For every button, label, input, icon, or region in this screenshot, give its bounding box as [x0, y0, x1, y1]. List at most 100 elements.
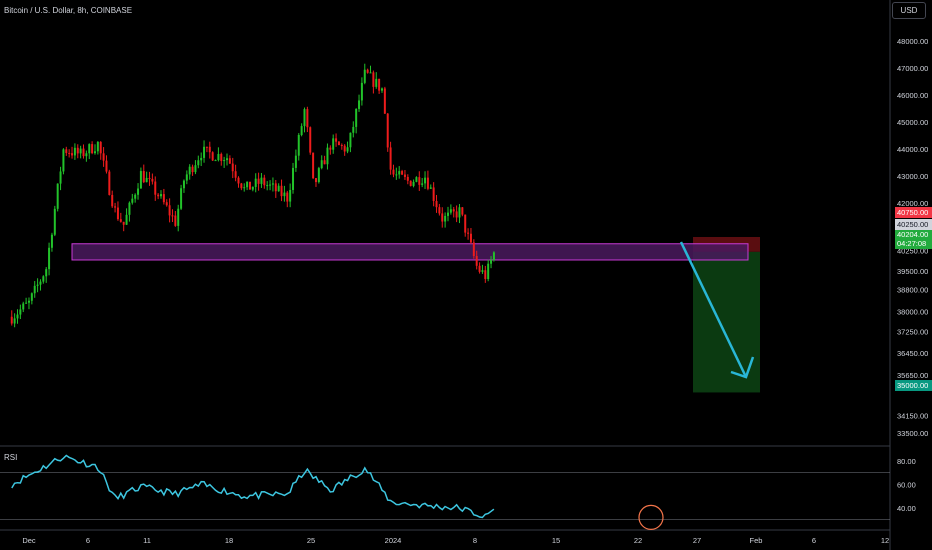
candle-body-411[interactable]: [409, 180, 412, 186]
candle-body-325[interactable]: [323, 160, 326, 165]
candle-body-170[interactable]: [168, 205, 171, 216]
candle-body-474[interactable]: [472, 242, 475, 257]
candle-body-187[interactable]: [185, 174, 188, 181]
candle-body-350[interactable]: [349, 132, 352, 148]
candle-body-250[interactable]: [248, 181, 251, 190]
candle-body-81[interactable]: [79, 148, 82, 154]
candle-body-488[interactable]: [487, 263, 490, 279]
candle-body-462[interactable]: [461, 207, 464, 215]
candle-body-138[interactable]: [137, 188, 140, 195]
candle-body-20[interactable]: [19, 309, 22, 315]
candle-body-89[interactable]: [88, 144, 91, 154]
candle-body-135[interactable]: [134, 194, 137, 199]
candle-body-307[interactable]: [306, 109, 309, 128]
candle-body-267[interactable]: [266, 185, 269, 187]
candle-body-118[interactable]: [116, 207, 119, 220]
candle-body-193[interactable]: [191, 166, 194, 173]
candle-body-302[interactable]: [300, 126, 303, 135]
candle-body-356[interactable]: [355, 108, 358, 127]
candle-body-23[interactable]: [22, 303, 25, 310]
candle-body-371[interactable]: [369, 72, 372, 74]
candle-body-396[interactable]: [395, 174, 398, 176]
candle-body-293[interactable]: [292, 167, 295, 190]
candle-body-204[interactable]: [203, 146, 206, 158]
candle-body-144[interactable]: [142, 171, 145, 183]
candle-body-422[interactable]: [421, 183, 424, 185]
candle-body-109[interactable]: [108, 171, 111, 195]
candle-body-115[interactable]: [114, 206, 117, 208]
candle-body-480[interactable]: [478, 265, 481, 272]
candle-body-494[interactable]: [492, 252, 495, 261]
candle-body-164[interactable]: [162, 194, 165, 203]
candle-body-485[interactable]: [484, 270, 487, 279]
candle-body-32[interactable]: [30, 293, 33, 301]
candle-body-445[interactable]: [444, 215, 447, 222]
candle-body-181[interactable]: [180, 188, 183, 209]
candle-body-106[interactable]: [105, 160, 108, 172]
candle-body-72[interactable]: [71, 153, 74, 156]
candle-body-247[interactable]: [246, 181, 249, 188]
candle-body-112[interactable]: [111, 194, 114, 207]
candle-body-310[interactable]: [309, 127, 312, 153]
candle-body-78[interactable]: [76, 147, 79, 154]
candle-body-425[interactable]: [424, 177, 427, 184]
candlestick-series[interactable]: [10, 63, 495, 328]
candle-body-454[interactable]: [452, 209, 455, 212]
currency-button[interactable]: USD: [892, 2, 926, 19]
candle-body-98[interactable]: [96, 142, 99, 152]
candle-body-273[interactable]: [271, 183, 274, 185]
candle-body-393[interactable]: [392, 169, 395, 175]
candle-body-353[interactable]: [352, 126, 355, 133]
candle-body-29[interactable]: [27, 300, 30, 303]
candle-body-345[interactable]: [343, 145, 346, 152]
candle-body-18[interactable]: [16, 314, 19, 319]
candle-body-213[interactable]: [211, 152, 214, 161]
candle-body-336[interactable]: [335, 138, 338, 142]
candle-body-270[interactable]: [269, 184, 272, 186]
candle-body-241[interactable]: [240, 183, 243, 189]
candle-body-428[interactable]: [426, 177, 429, 189]
candle-body-282[interactable]: [280, 185, 283, 197]
candle-body-287[interactable]: [286, 192, 289, 202]
candle-body-201[interactable]: [200, 157, 203, 161]
candle-body-38[interactable]: [36, 284, 39, 286]
target-zone[interactable]: [693, 251, 760, 393]
candle-body-362[interactable]: [360, 82, 363, 101]
candle-body-333[interactable]: [332, 138, 335, 150]
candle-body-35[interactable]: [33, 285, 36, 294]
candle-body-178[interactable]: [177, 208, 180, 226]
candle-body-190[interactable]: [188, 166, 191, 175]
candle-body-175[interactable]: [174, 215, 177, 226]
candle-body-491[interactable]: [490, 260, 493, 264]
candle-body-152[interactable]: [151, 178, 154, 182]
candle-body-448[interactable]: [447, 212, 449, 216]
candle-body-210[interactable]: [208, 146, 211, 153]
candle-body-399[interactable]: [398, 171, 401, 175]
candle-body-224[interactable]: [223, 160, 226, 162]
candle-body-86[interactable]: [85, 153, 88, 157]
candle-body-459[interactable]: [458, 207, 461, 218]
support-zone-rectangle[interactable]: [71, 243, 749, 261]
candle-body-368[interactable]: [366, 69, 369, 73]
candle-body-376[interactable]: [375, 78, 378, 87]
candle-body-339[interactable]: [337, 141, 340, 145]
candle-body-385[interactable]: [383, 88, 386, 114]
candle-body-264[interactable]: [263, 177, 266, 186]
rsi-highlight-circle[interactable]: [638, 504, 664, 531]
candle-body-290[interactable]: [289, 189, 292, 202]
candle-body-46[interactable]: [45, 269, 48, 277]
candle-body-58[interactable]: [56, 183, 59, 209]
symbol-title[interactable]: Bitcoin / U.S. Dollar, 8h, COINBASE: [4, 6, 133, 15]
rsi-line[interactable]: [11, 454, 495, 519]
candle-body-457[interactable]: [455, 211, 458, 218]
candle-body-127[interactable]: [125, 214, 128, 225]
candle-body-49[interactable]: [48, 247, 51, 270]
candle-body-132[interactable]: [131, 198, 134, 203]
candle-body-15[interactable]: [13, 318, 16, 324]
candle-body-12[interactable]: [10, 316, 13, 324]
candle-body-95[interactable]: [93, 151, 96, 154]
candle-body-477[interactable]: [475, 256, 478, 266]
candle-body-141[interactable]: [139, 171, 142, 189]
candle-body-284[interactable]: [283, 192, 286, 197]
candle-body-465[interactable]: [464, 214, 467, 233]
